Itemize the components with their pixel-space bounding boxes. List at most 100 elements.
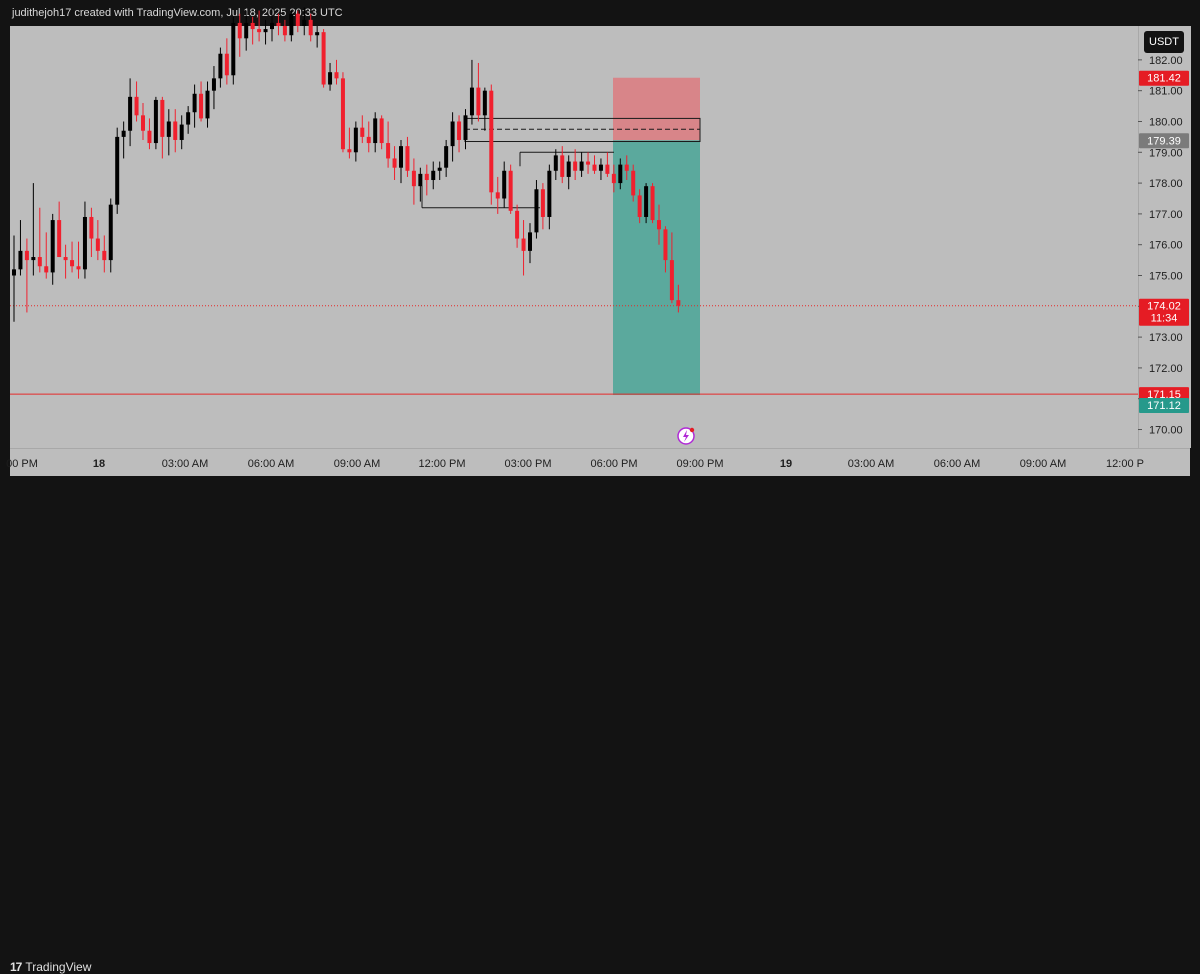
candle-body[interactable] [141, 115, 145, 131]
candle-body[interactable] [186, 112, 191, 125]
candle-body[interactable] [205, 90, 210, 119]
candle-body[interactable] [502, 170, 507, 199]
candle-body[interactable] [24, 250, 29, 261]
candle-body[interactable] [321, 32, 326, 85]
candle-body[interactable] [328, 72, 333, 85]
candle-body[interactable] [334, 72, 339, 79]
price-axis[interactable] [1138, 26, 1191, 448]
candle-body[interactable] [89, 216, 94, 239]
candle-body[interactable] [418, 173, 423, 187]
candle-body[interactable] [360, 127, 365, 137]
candle-body[interactable] [166, 121, 171, 137]
candle-body[interactable] [424, 173, 429, 181]
candle-body[interactable] [482, 90, 487, 116]
candle-body[interactable] [282, 26, 287, 36]
candle-body[interactable] [566, 161, 571, 177]
candle-body[interactable] [547, 170, 552, 217]
candle-body[interactable] [237, 22, 242, 39]
candle-body[interactable] [44, 266, 49, 273]
candle-body[interactable] [650, 186, 655, 221]
candle-body[interactable] [37, 257, 42, 267]
candle-body[interactable] [379, 118, 384, 144]
candle-body[interactable] [489, 90, 494, 193]
candle-body[interactable] [676, 300, 681, 306]
candle-body[interactable] [669, 260, 674, 301]
candle-body[interactable] [153, 99, 158, 144]
candle-body[interactable] [70, 260, 75, 267]
time-axis[interactable] [10, 448, 1190, 477]
candle-body[interactable] [540, 189, 545, 217]
stop-loss-zone[interactable] [613, 77, 700, 141]
candle-body[interactable] [173, 121, 178, 140]
price-chart[interactable]: 182.00 181.00 180.00 179.00 178.00 177.00 176.… [0, 0, 1200, 508]
candle-body[interactable] [192, 93, 197, 113]
candle-body[interactable] [392, 158, 397, 168]
candle-body[interactable] [211, 78, 216, 91]
candle-body[interactable] [495, 192, 500, 199]
candle-body[interactable] [250, 22, 255, 30]
candle-body[interactable] [553, 155, 558, 171]
candle-body[interactable] [347, 149, 352, 153]
candle-body[interactable] [624, 164, 629, 171]
candle-body[interactable] [508, 170, 513, 211]
candle-body[interactable] [128, 96, 133, 131]
candle-body[interactable] [160, 99, 165, 137]
candle-body[interactable] [521, 238, 526, 251]
candle-body[interactable] [263, 29, 268, 33]
candle-body[interactable] [405, 146, 410, 171]
candle-body[interactable] [528, 232, 532, 251]
candle-body[interactable] [605, 164, 610, 174]
candle-body[interactable] [257, 29, 262, 33]
candle-body[interactable] [515, 210, 520, 239]
candle-body[interactable] [115, 136, 120, 205]
candle-body[interactable] [611, 173, 616, 184]
candle-body[interactable] [444, 146, 449, 168]
candle-body[interactable] [631, 170, 636, 196]
candle-body[interactable] [276, 22, 281, 26]
candle-body[interactable] [12, 269, 16, 276]
candle-body[interactable] [302, 19, 307, 26]
candle-body[interactable] [63, 257, 68, 261]
candle-body[interactable] [598, 164, 603, 171]
candle-body[interactable] [437, 167, 442, 171]
candle-body[interactable] [476, 87, 481, 116]
candle-body[interactable] [199, 93, 204, 119]
candle-body[interactable] [373, 118, 378, 144]
candle-body[interactable] [315, 32, 320, 36]
candle-body[interactable] [663, 229, 668, 261]
candle-body[interactable] [76, 266, 81, 270]
candle-body[interactable] [586, 161, 591, 165]
candle-body[interactable] [431, 170, 436, 181]
candle-body[interactable] [353, 127, 358, 153]
candle-body[interactable] [340, 78, 345, 150]
candle-body[interactable] [295, 13, 300, 26]
candle-body[interactable] [179, 124, 184, 140]
candle-body[interactable] [134, 96, 139, 116]
candle-body[interactable] [82, 216, 87, 270]
candle-body[interactable] [463, 115, 468, 140]
candle-body[interactable] [618, 164, 623, 184]
candle-body[interactable] [399, 146, 403, 168]
candle-body[interactable] [31, 257, 36, 261]
candle-body[interactable] [579, 161, 584, 171]
candle-body[interactable] [231, 22, 236, 76]
candle-body[interactable] [308, 19, 313, 36]
chart-pane[interactable] [10, 26, 1138, 448]
candle-body[interactable] [270, 22, 274, 30]
candle-body[interactable] [644, 186, 649, 217]
currency-button[interactable]: USDT [1144, 31, 1184, 53]
candle-body[interactable] [573, 161, 578, 171]
candle-body[interactable] [386, 143, 391, 159]
candle-body[interactable] [102, 250, 107, 261]
candle-body[interactable] [147, 130, 152, 144]
take-profit-zone[interactable] [613, 140, 700, 396]
candle-body[interactable] [18, 250, 23, 270]
candle-body[interactable] [289, 13, 294, 36]
candle-body[interactable] [366, 136, 371, 144]
candle-body[interactable] [637, 195, 642, 217]
tradingview-logo[interactable]: 17 TradingView [10, 960, 91, 974]
candle-body[interactable] [657, 220, 661, 230]
candle-body[interactable] [121, 130, 126, 137]
candle-body[interactable] [57, 220, 62, 258]
candle-body[interactable] [95, 238, 100, 251]
